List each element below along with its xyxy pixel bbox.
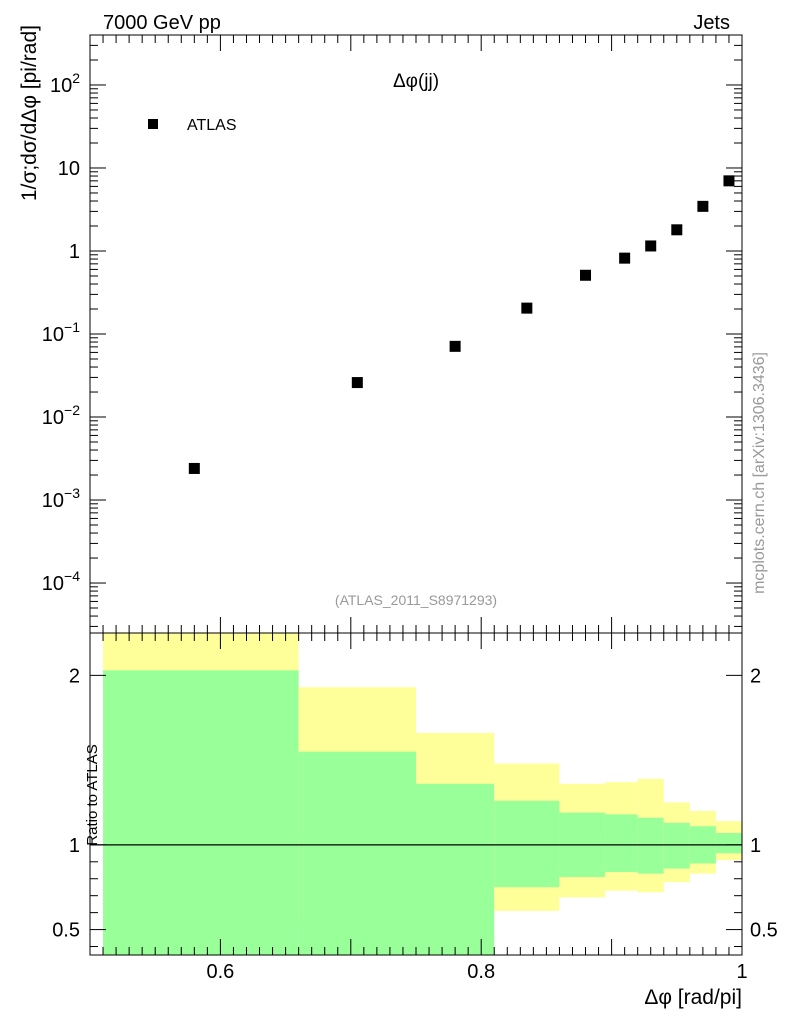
- main-panel: 10−4 10−3 10−2 10−1 1 10 102 Δφ(jj) ATLAS (ATL…: [18, 25, 743, 634]
- main-ticks: [89, 34, 743, 633]
- data-point: [645, 240, 657, 252]
- y-tick-label: 10−4: [42, 568, 80, 595]
- main-y-tick-labels: 10−4 10−3 10−2 10−1 1 10 102: [42, 70, 80, 595]
- ratio-y-tick-label-right: 0.5: [750, 920, 778, 942]
- ratio-y-tick-label-right: 2: [750, 665, 761, 687]
- y-tick-label: 10: [58, 158, 80, 180]
- band-inner: [637, 817, 664, 874]
- x-tick-label: 0.6: [206, 961, 234, 983]
- band-inner: [715, 832, 742, 854]
- y-tick-label: 10−1: [42, 319, 80, 346]
- band-inner: [605, 814, 638, 872]
- ratio-y-tick-label: 2: [69, 665, 80, 687]
- band-inner: [298, 751, 416, 955]
- y-tick-label: 10−2: [42, 402, 80, 429]
- header-left: 7000 GeV pp: [103, 12, 221, 34]
- ratio-y-axis-label: Ratio to ATLAS: [84, 744, 101, 845]
- data-point: [671, 224, 683, 236]
- ratio-ticks: [89, 633, 743, 955]
- data-point: [619, 252, 631, 264]
- y-tick-label: 102: [50, 70, 80, 97]
- x-tick-label: 1: [736, 961, 747, 983]
- legend-marker: [148, 119, 158, 129]
- main-y-axis-label: 1/σ;dσ/dΔφ [pi/rad]: [18, 25, 41, 201]
- data-point: [580, 269, 592, 281]
- data-point: [449, 340, 461, 352]
- chart-title: Δφ(jj): [393, 71, 439, 92]
- band-inner: [494, 800, 560, 888]
- x-tick-label: 0.8: [467, 961, 495, 983]
- ratio-tick-labels: 0.5 0.51 12 20.6 0.8 1: [52, 665, 778, 983]
- data-points: [188, 175, 735, 474]
- legend-label: ATLAS: [187, 117, 237, 134]
- ratio-panel: 0.5 0.51 12 20.6 0.8 1 Ratio to ATLAS Δφ [rad…: [52, 632, 778, 1009]
- data-point: [723, 175, 735, 187]
- y-tick-label: 1: [69, 241, 80, 263]
- data-point: [351, 377, 363, 389]
- ratio-y-tick-label: 1: [69, 835, 80, 857]
- band-inner: [416, 783, 495, 955]
- header-right: Jets: [693, 12, 730, 34]
- ratio-y-tick-label-right: 1: [750, 835, 761, 857]
- band-inner: [663, 822, 690, 869]
- analysis-id: (ATLAS_2011_S8971293): [335, 592, 497, 608]
- data-point: [521, 302, 533, 314]
- band-inner: [103, 670, 299, 955]
- ratio-y-tick-label: 0.5: [52, 920, 80, 942]
- ratio-bands: [103, 633, 742, 955]
- side-label: mcplots.cern.ch [arXiv:1306.3436]: [751, 352, 768, 594]
- y-tick-label: 10−3: [42, 485, 80, 512]
- data-point: [188, 462, 200, 474]
- x-axis-label: Δφ [rad/pi]: [644, 986, 742, 1009]
- data-point: [697, 200, 709, 212]
